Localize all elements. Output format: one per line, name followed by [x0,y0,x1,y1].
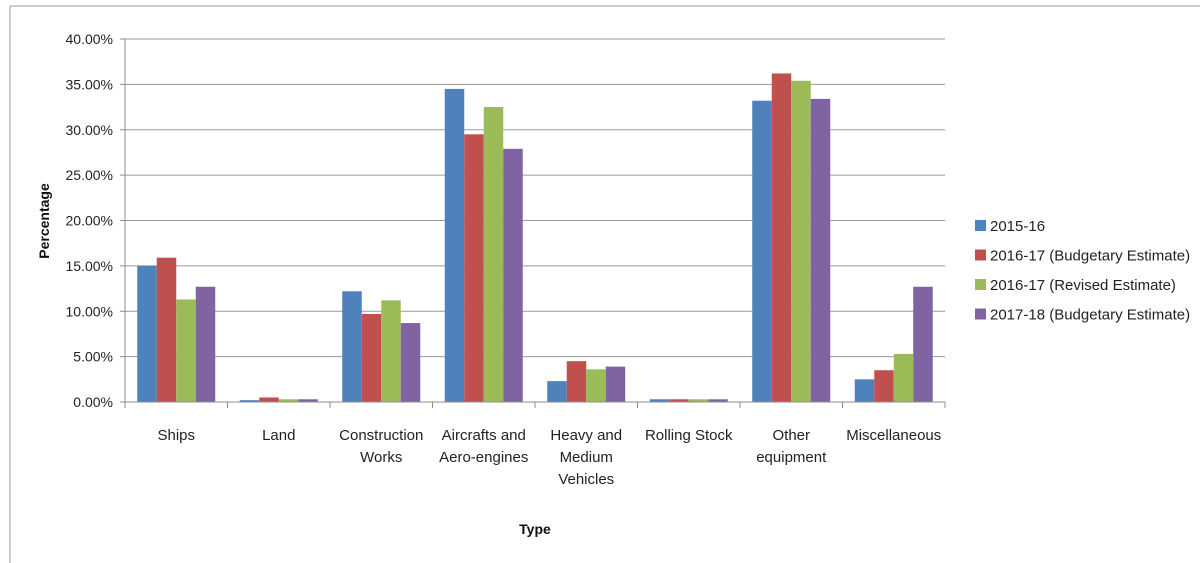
x-tick-label: Miscellaneous [846,427,941,444]
x-axis-title: Type [519,521,551,537]
legend-swatch [975,220,986,231]
y-tick-label: 20.00% [66,213,113,229]
gridlines [125,38,945,358]
bar [649,399,670,402]
y-tick-label: 15.00% [66,258,113,274]
y-tick-labels: 0.00% 5.00% 10.00% 15.00% 20.00% 25.00% 30.00%… [66,31,113,410]
y-axis-title: Percentage [36,183,52,259]
x-tick-label: Other equipment [756,427,827,466]
bar [586,369,606,402]
legend-label: 2015-16 [990,218,1045,235]
bar [361,313,382,402]
bar [566,361,587,402]
bar [752,100,772,403]
bar [259,397,279,402]
legend: 2015-16 2016-17 (Budgetary Estimate) 2016-… [975,218,1190,324]
x-tick-label: Ships [157,427,195,444]
x-tick-label: Aircrafts and Aero-engines [439,427,528,466]
bar [791,80,811,403]
y-tick-label: 35.00% [66,76,113,92]
bar [874,370,894,402]
y-tick-label: 40.00% [66,31,113,47]
bar [156,257,177,402]
legend-label: 2016-17 (Budgetary Estimate) [990,248,1190,265]
bar [483,107,504,402]
bar [547,381,567,402]
bar [342,291,362,402]
legend-swatch [975,308,986,320]
bar [444,88,465,402]
bar [239,400,260,402]
bar [278,399,299,402]
bar [195,286,216,402]
bar [400,323,421,402]
bar [464,134,484,402]
y-tick-label: 5.00% [73,349,113,365]
y-tick-label: 25.00% [66,167,113,183]
x-tick-labels: Ships Land Construction Works Aircrafts and A… [157,427,941,488]
bar [854,379,875,402]
bar [669,399,689,402]
bar [381,300,401,402]
bar [503,148,523,402]
y-tick-label: 0.00% [73,394,113,410]
bar [913,286,933,402]
bar [810,98,831,403]
bar [708,399,728,402]
y-tick-label: 30.00% [66,122,113,138]
legend-swatch [975,279,986,290]
axes [120,38,946,408]
legend-label: 2017-18 (Budgetary Estimate) [990,307,1190,324]
bars [137,73,933,403]
bar [893,353,914,402]
bar [298,399,318,402]
legend-label: 2016-17 (Revised Estimate) [990,277,1176,294]
x-tick-label: Land [262,427,295,444]
x-tick-label: Heavy and Medium Vehicles [550,427,622,488]
x-tick-label: Rolling Stock [645,427,733,444]
bar [176,299,196,402]
x-tick-label: Construction Works [339,427,423,466]
bar [137,265,157,402]
bar [605,366,626,402]
legend-swatch [975,249,986,261]
y-tick-label: 10.00% [66,303,113,319]
bar [688,399,709,402]
bar [771,73,792,403]
